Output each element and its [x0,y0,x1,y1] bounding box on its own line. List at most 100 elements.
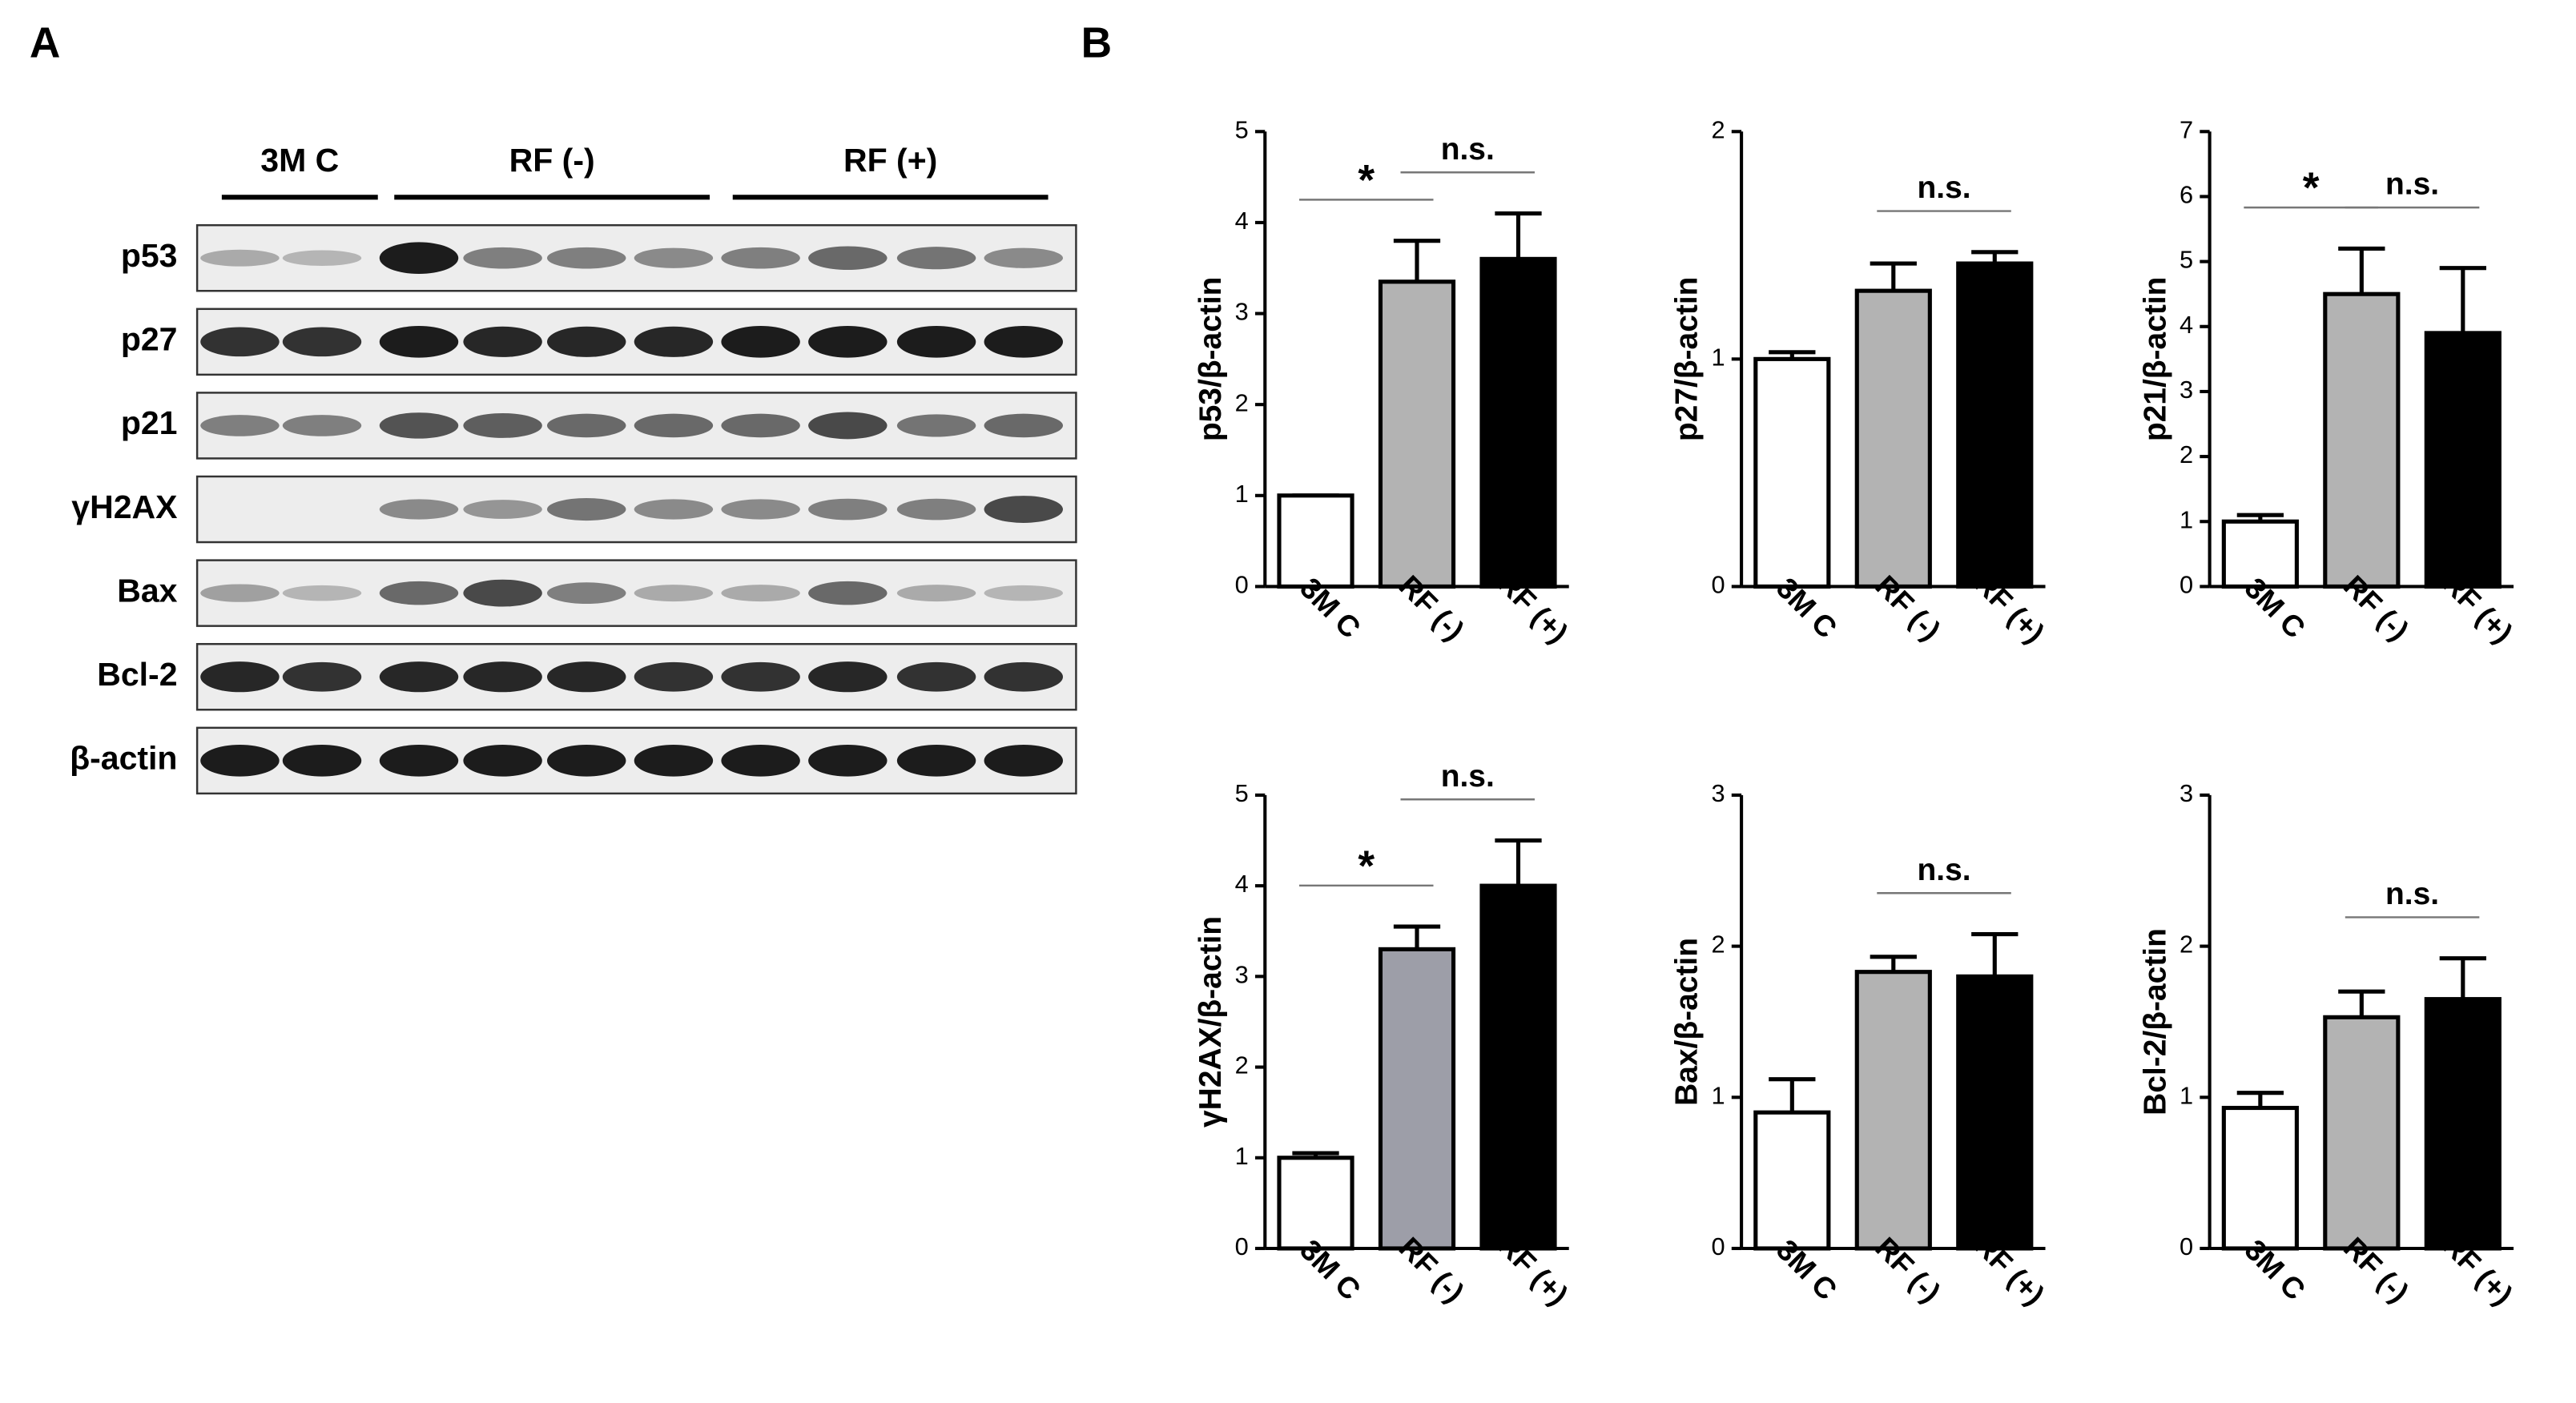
panel-label: B [1081,20,1113,67]
blot-band [634,499,714,520]
blot-band [546,582,626,604]
blot-band [546,661,626,693]
blot-band [379,581,459,605]
bar [1854,970,1932,1251]
blot-band [721,499,800,520]
significance-label: * [1358,842,1375,890]
y-label-group: γH2AX/β-actin [1193,916,1228,1128]
bar [2221,519,2299,589]
bar [1378,947,1456,1251]
blot-band [896,661,976,692]
bar [2323,1015,2401,1251]
blot-band [896,247,976,270]
blot-band [808,581,888,605]
blot-band [200,249,280,267]
significance-label: n.s. [1917,853,1970,887]
blot-band [546,326,626,357]
blot-band [984,413,1064,438]
blot-band [808,412,888,440]
y-axis-label: Bax/β-actin [1670,938,1705,1106]
blot-band [200,415,280,436]
significance-label: * [2303,165,2320,212]
blot-band [721,413,800,438]
blot-band [721,326,800,358]
blot-band [808,498,888,521]
blot-band [808,745,888,777]
y-tick-label: 5 [1235,115,1249,143]
y-tick-label: 3 [1235,298,1249,326]
bar [1956,974,2034,1251]
significance-label: n.s. [2385,877,2439,911]
y-tick-label: 2 [1235,388,1249,416]
blot-band [896,745,976,777]
bar [1753,356,1831,589]
bar [1753,1110,1831,1251]
blot-band [282,585,362,601]
blot-band [282,415,362,436]
significance-label: * [1358,157,1375,204]
y-tick-label: 3 [2180,779,2193,807]
bar [2323,291,2401,589]
significance-label: n.s. [2385,167,2439,202]
blot-band [634,745,714,777]
y-tick-label: 1 [2180,1081,2193,1109]
blot-band [463,661,542,693]
blot-band [634,661,714,692]
y-label-group: p21/β-actin [2138,277,2172,442]
y-tick-label: 1 [2180,505,2193,533]
y-tick-label: 0 [2180,571,2193,599]
blot-band [634,247,714,268]
y-label-group: p53/β-actin [1193,277,1228,442]
blot-row-label: p27 [121,321,178,358]
blot-band [984,326,1064,358]
y-tick-label: 1 [1711,1081,1725,1109]
blot-band [282,745,362,777]
y-tick-label: 0 [1235,1232,1249,1260]
blot-band [546,497,626,521]
y-axis-label: p53/β-actin [1193,277,1228,442]
y-tick-label: 0 [1235,571,1249,599]
y-tick-label: 5 [2180,246,2193,274]
blot-row-label: p21 [121,404,178,441]
blot-band [379,242,459,275]
bar [1277,1156,1354,1251]
panel-label: A [30,20,61,67]
blot-strip [195,559,1077,627]
blot-band [721,585,800,602]
y-tick-label: 4 [1235,207,1249,235]
blot-band [721,661,800,692]
blot-band [463,326,542,357]
y-tick-label: 2 [1711,931,1725,959]
significance-label: n.s. [1917,171,1970,205]
y-tick-label: 4 [1235,870,1249,898]
blot-band [984,247,1064,268]
blot-band [984,496,1064,523]
bar [1479,256,1557,589]
blot-row-label: Bcl-2 [97,656,177,693]
blot-band [463,412,542,438]
y-tick-label: 3 [2180,376,2193,404]
y-tick-label: 7 [2180,115,2193,143]
group-label: 3M C [260,142,339,179]
bar [1479,883,1557,1251]
y-tick-label: 3 [1235,960,1249,988]
bar [1277,493,1354,589]
y-tick-label: 4 [2180,311,2193,339]
y-tick-label: 1 [1235,1142,1249,1170]
blot-band [634,413,714,438]
blot-row-label: γH2AX [71,488,177,525]
y-tick-label: 2 [1235,1051,1249,1079]
significance-label: n.s. [1441,759,1495,794]
y-tick-label: 3 [1711,779,1725,807]
blot-band [721,247,800,269]
blot-band [200,584,280,602]
blot-band [282,661,362,692]
blot-row-label: p53 [121,237,178,274]
blot-band [463,745,542,777]
blot-band [200,745,280,777]
y-axis-label: γH2AX/β-actin [1193,916,1228,1128]
y-tick-label: 1 [1711,343,1725,371]
blot-band [808,326,888,358]
blot-band [546,247,626,269]
